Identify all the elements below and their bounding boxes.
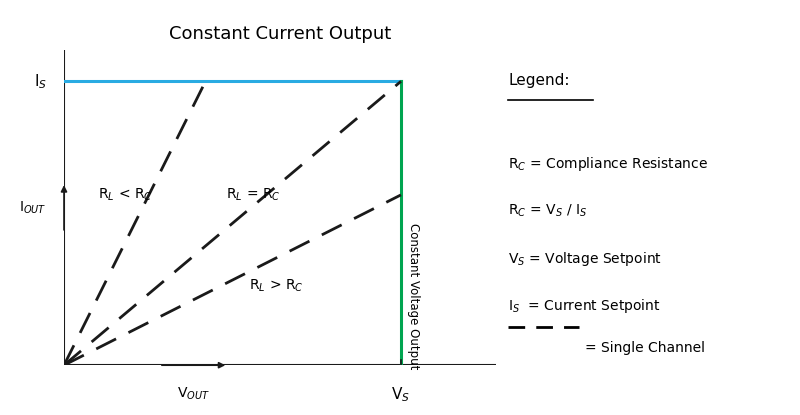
Text: I$_{OUT}$: I$_{OUT}$ bbox=[19, 199, 46, 216]
Text: V$_S$: V$_S$ bbox=[391, 386, 410, 404]
Text: R$_C$ = V$_S$ / I$_S$: R$_C$ = V$_S$ / I$_S$ bbox=[508, 203, 587, 219]
Title: Constant Current Output: Constant Current Output bbox=[169, 24, 391, 43]
Text: R$_C$ = Compliance Resistance: R$_C$ = Compliance Resistance bbox=[508, 155, 708, 173]
Text: R$_L$ < R$_C$: R$_L$ < R$_C$ bbox=[98, 187, 152, 203]
Text: V$_S$ = Voltage Setpoint: V$_S$ = Voltage Setpoint bbox=[508, 250, 662, 268]
Text: Constant Voltage Output: Constant Voltage Output bbox=[406, 223, 419, 370]
Text: V$_{OUT}$: V$_{OUT}$ bbox=[177, 386, 210, 402]
Text: I$_S$  = Current Setpoint: I$_S$ = Current Setpoint bbox=[508, 298, 661, 315]
Text: R$_L$ = R$_C$: R$_L$ = R$_C$ bbox=[226, 187, 280, 203]
Text: R$_L$ > R$_C$: R$_L$ > R$_C$ bbox=[250, 278, 304, 294]
Text: I$_S$: I$_S$ bbox=[34, 72, 46, 91]
Text: Legend:: Legend: bbox=[508, 73, 570, 88]
Text: = Single Channel: = Single Channel bbox=[585, 341, 705, 355]
